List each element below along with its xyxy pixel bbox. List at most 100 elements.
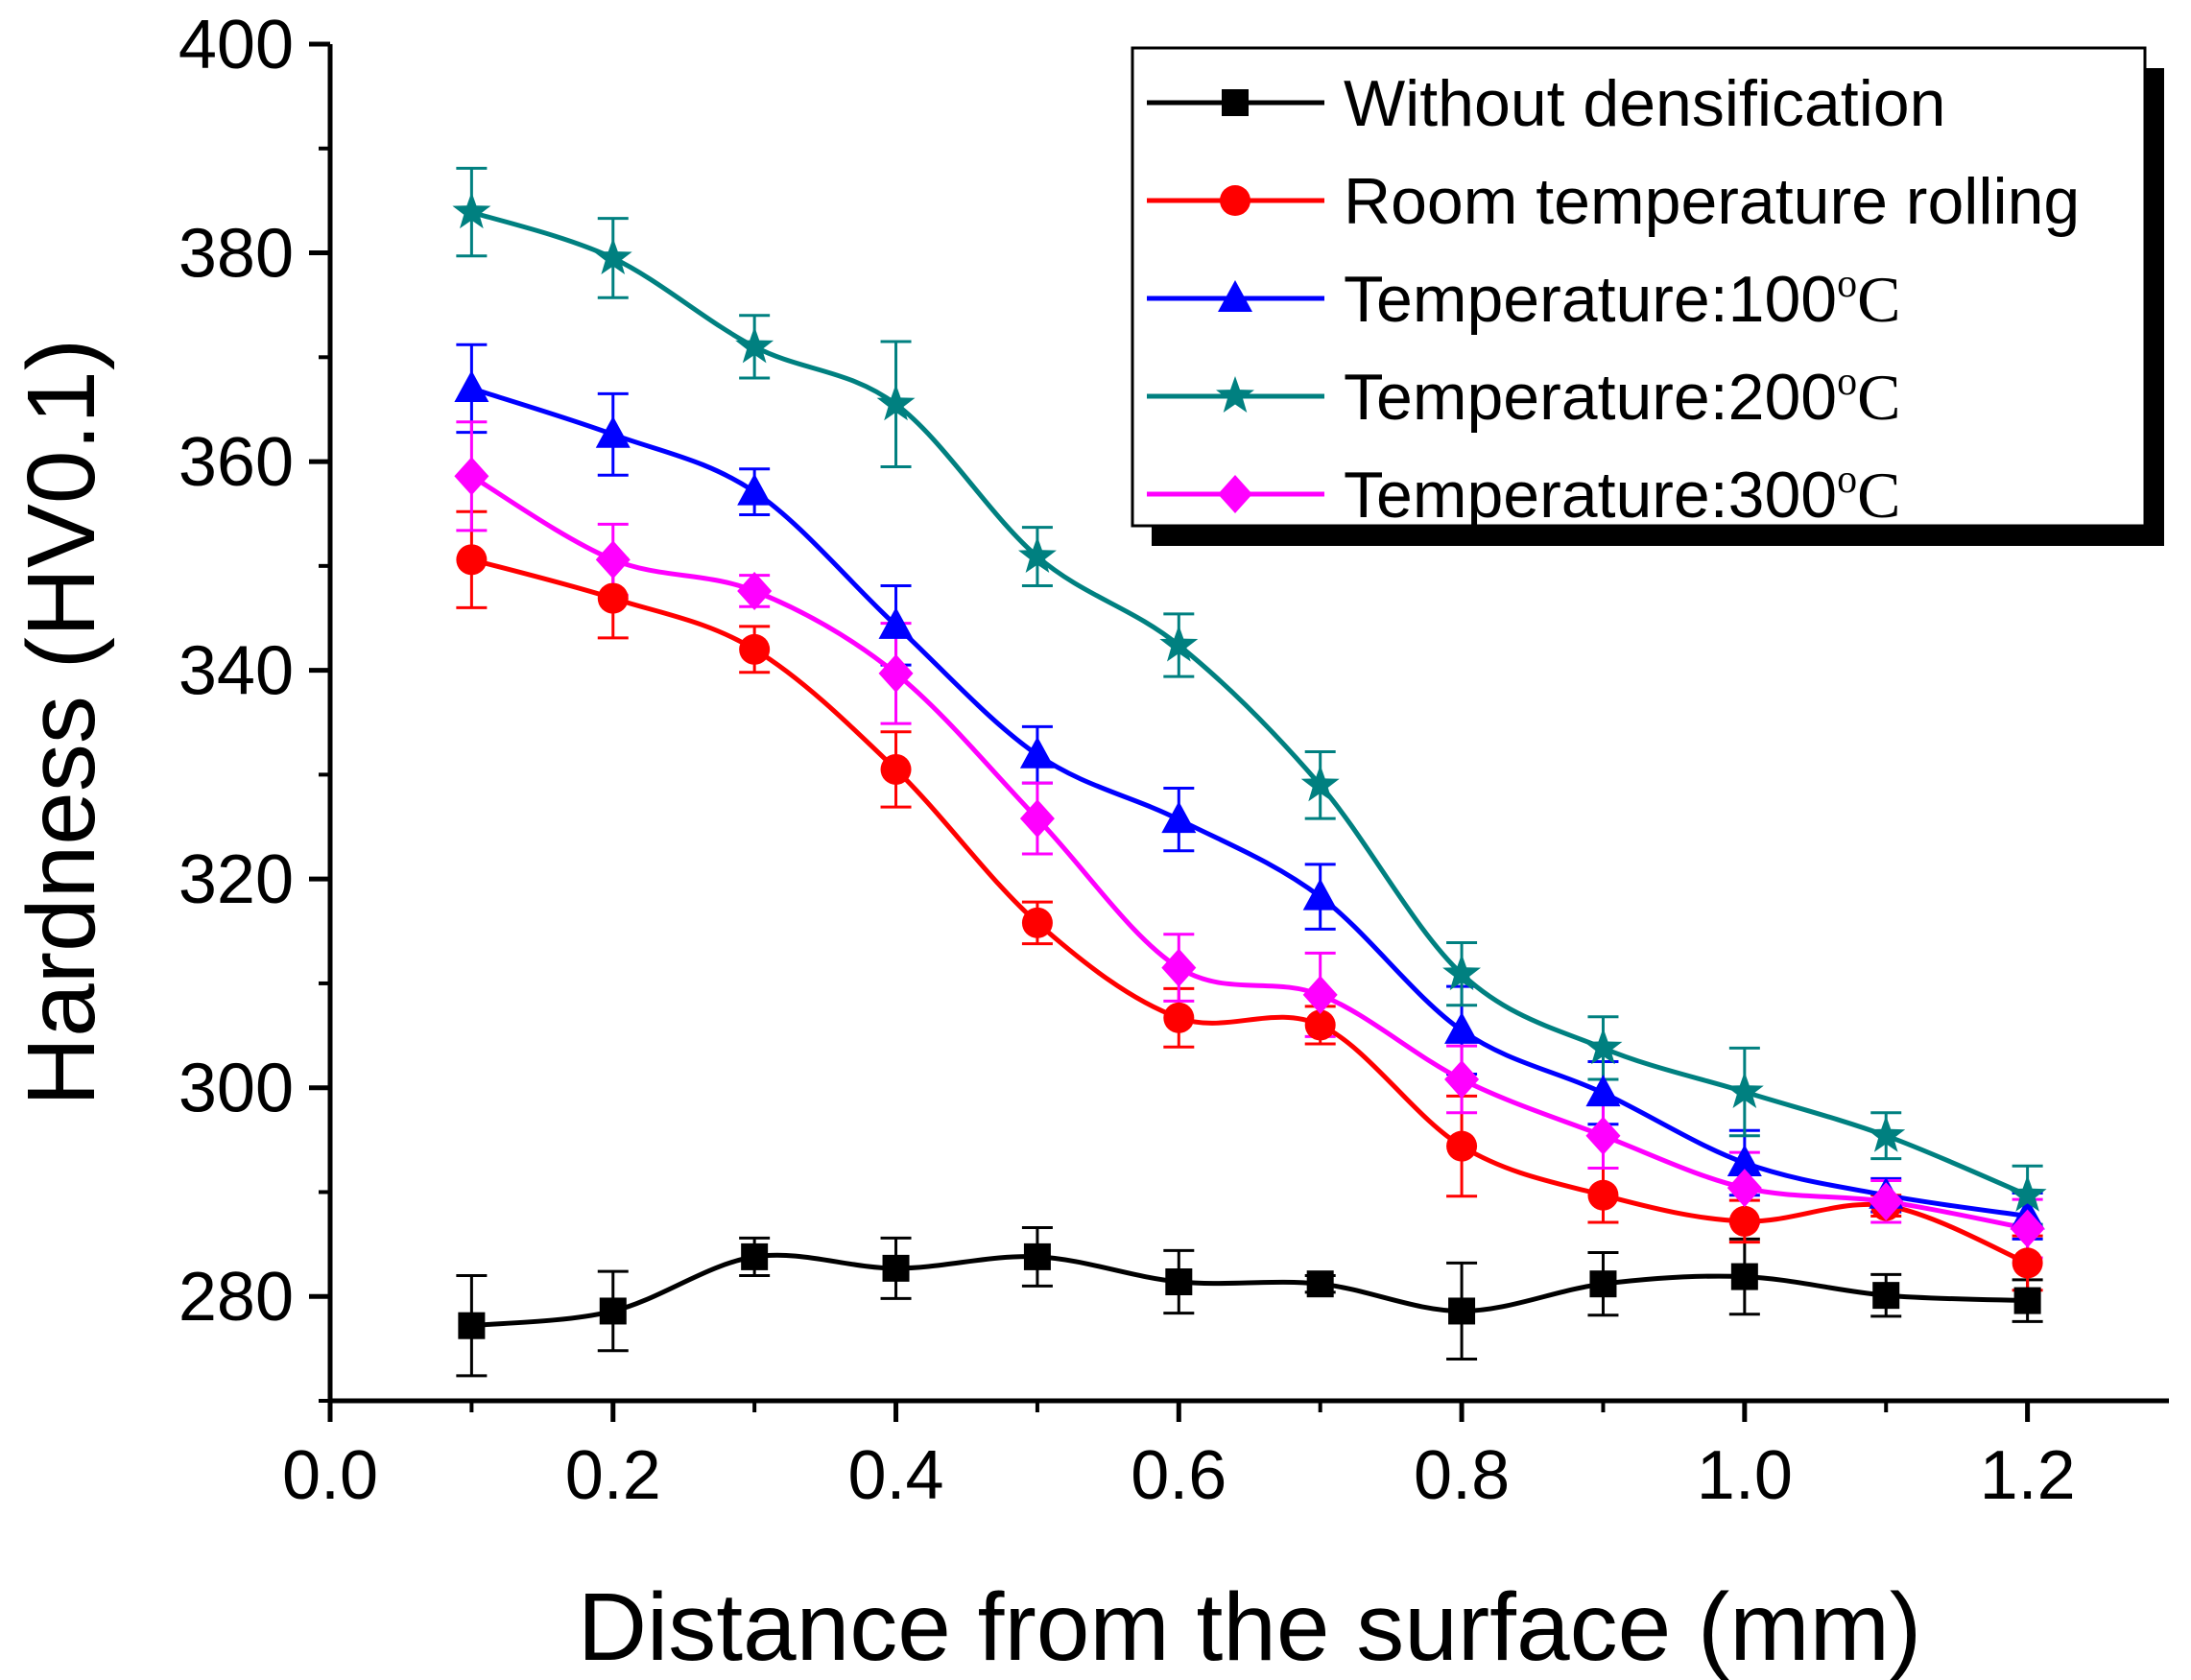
data-point	[1159, 625, 1199, 662]
legend-item: Temperature:200oC	[1147, 360, 1900, 434]
legend-label: Temperature:200oC	[1344, 360, 1900, 434]
data-point	[1165, 1268, 1193, 1296]
data-point	[1302, 878, 1338, 911]
data-point	[1302, 975, 1338, 1014]
data-point	[1872, 1282, 1900, 1310]
data-point	[593, 238, 632, 274]
legend-box	[1131, 46, 2147, 528]
data-point	[1023, 1242, 1051, 1270]
degree-sign: o	[1837, 458, 1857, 502]
data-point	[595, 540, 631, 580]
degree-sign: o	[1837, 262, 1857, 306]
data-point	[1728, 1205, 1760, 1237]
data-point	[1448, 1297, 1476, 1325]
data-point	[1584, 1028, 1623, 1065]
data-point	[595, 415, 631, 448]
x-tick-label: 0.6	[1131, 1437, 1226, 1514]
legend-label: Without densification	[1344, 67, 1945, 140]
data-point	[878, 606, 914, 639]
data-point	[1589, 1270, 1617, 1298]
data-point	[1442, 954, 1481, 991]
x-axis-title: Distance from the surface (mm)	[578, 1574, 1921, 1680]
y-tick-label: 360	[179, 424, 294, 501]
y-tick-label: 320	[179, 841, 294, 918]
legend-item: Temperature:300oC	[1147, 458, 1900, 532]
y-axis-title: Hardness (HV0.1)	[8, 339, 115, 1106]
legend-marker	[1218, 475, 1252, 513]
data-point	[737, 473, 773, 506]
data-point	[1725, 1072, 1764, 1108]
data-point	[2012, 1247, 2043, 1279]
x-tick-label: 0.0	[282, 1437, 378, 1514]
data-point	[1304, 1009, 1336, 1041]
data-point	[456, 544, 488, 576]
data-point	[2010, 1209, 2045, 1248]
data-point	[1867, 1115, 1906, 1152]
celsius-c: C	[1857, 263, 1900, 336]
data-point	[1018, 536, 1057, 573]
y-tick-label: 380	[179, 216, 294, 293]
data-point	[1444, 1011, 1480, 1044]
legend-marker	[1220, 185, 1250, 216]
data-point	[599, 1297, 627, 1325]
data-point	[876, 384, 916, 421]
degree-sign: o	[1837, 360, 1857, 404]
data-point	[739, 633, 771, 665]
celsius-c: C	[1857, 361, 1900, 434]
data-point	[880, 753, 912, 785]
data-point	[735, 326, 774, 364]
data-point	[1587, 1179, 1619, 1211]
data-point	[1163, 1002, 1195, 1033]
series-line-0	[471, 1252, 2028, 1329]
legend-marker	[1218, 280, 1252, 312]
data-point	[1306, 1270, 1334, 1298]
data-point	[1585, 1075, 1621, 1107]
data-point	[882, 1254, 910, 1282]
data-point	[1444, 1059, 1480, 1099]
legend-label: Temperature:100oC	[1344, 262, 1900, 336]
y-tick-label: 340	[179, 633, 294, 710]
legend-item: Room temperature rolling	[1147, 165, 2080, 238]
celsius-c: C	[1857, 459, 1900, 532]
axes-layer	[327, 44, 2169, 1404]
series-line-1	[470, 556, 2029, 1266]
legend-label: Room temperature rolling	[1344, 165, 2080, 238]
data-point	[1727, 1169, 1762, 1208]
series-markers-layer	[452, 192, 2047, 1339]
data-point	[1869, 1182, 1904, 1221]
legend-item: Temperature:100oC	[1147, 262, 1900, 336]
data-point	[878, 653, 914, 693]
data-point	[1161, 801, 1197, 834]
data-point	[1021, 907, 1053, 938]
data-point	[1730, 1263, 1758, 1290]
data-point	[597, 582, 629, 614]
y-tick-label: 280	[179, 1259, 294, 1336]
data-point	[1727, 1145, 1762, 1177]
data-point	[1300, 765, 1340, 802]
legend-item: Without densification	[1147, 67, 1945, 140]
data-point	[1161, 948, 1197, 987]
data-point	[1585, 1116, 1621, 1155]
data-point	[1446, 1130, 1478, 1162]
ticks-layer: 0.0 0.2 0.4 0.6 0.8 1.0 1.2 280 300 320 340 360 380 4…	[179, 7, 2076, 1514]
data-point	[454, 369, 489, 402]
legend-label: Temperature:300oC	[1344, 458, 1900, 532]
x-tick-label: 1.0	[1697, 1437, 1793, 1514]
legend-marker	[1216, 376, 1254, 413]
legend: Without densification Room temperature ro…	[1131, 46, 2164, 546]
x-tick-label: 0.4	[847, 1437, 943, 1514]
x-tick-label: 0.8	[1414, 1437, 1510, 1514]
data-point	[1019, 799, 1055, 839]
x-tick-label: 0.2	[565, 1437, 661, 1514]
data-point	[454, 457, 489, 496]
legend-marker	[1222, 89, 1249, 116]
y-tick-label: 400	[179, 7, 294, 83]
data-point	[1019, 736, 1055, 769]
data-point	[737, 571, 773, 610]
x-tick-label: 1.2	[1980, 1437, 2076, 1514]
data-point	[458, 1312, 486, 1339]
data-point	[2013, 1287, 2041, 1314]
data-point	[741, 1242, 769, 1270]
y-tick-label: 300	[179, 1051, 294, 1127]
